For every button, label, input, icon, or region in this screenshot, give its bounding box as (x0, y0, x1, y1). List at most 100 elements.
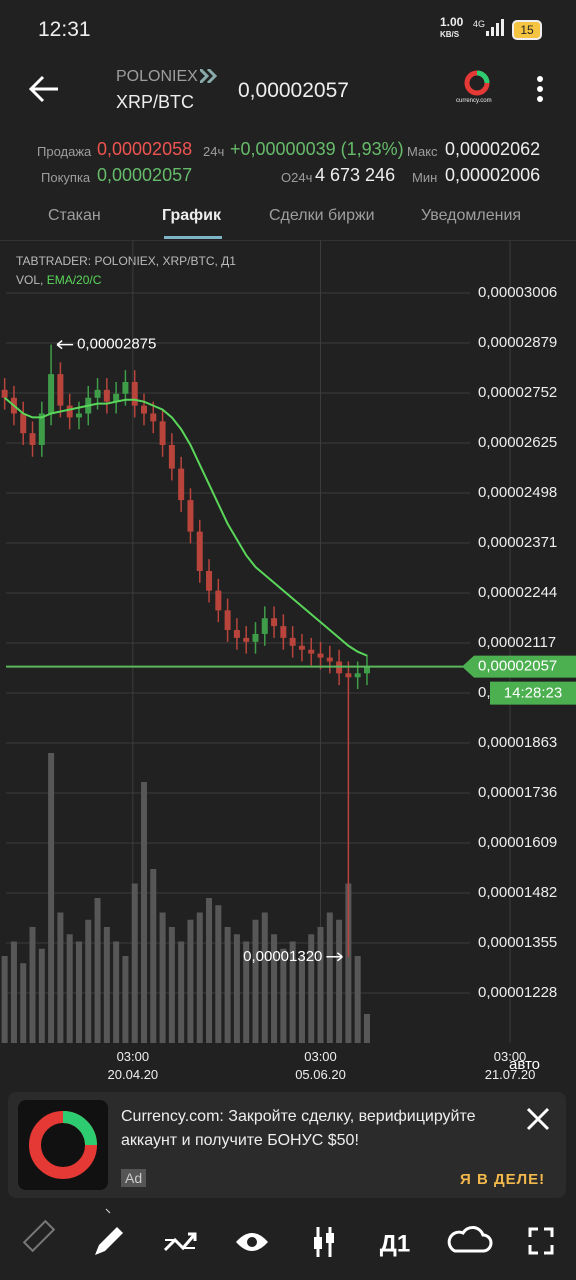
max: 0,00002062 (445, 139, 541, 159)
volume-bar (75, 941, 82, 1043)
candle-body (57, 374, 64, 406)
y-tick-label: 0,00002879 (478, 334, 557, 351)
toolbar (0, 1205, 576, 1280)
pair: XRP/BTC (116, 92, 195, 112)
candle-body (215, 590, 222, 611)
countdown-box (490, 681, 576, 705)
volume-bar (159, 912, 166, 1043)
volume-bar (94, 898, 101, 1043)
tab[interactable]: Уведомления (421, 207, 522, 224)
visibility-tool[interactable] (236, 1233, 268, 1251)
candle-body (48, 374, 55, 414)
auto-scale-button[interactable]: авто (509, 1056, 541, 1073)
divider (0, 240, 576, 241)
volume-bar (178, 941, 185, 1043)
volume-bar (187, 919, 194, 1043)
draw-tool[interactable] (95, 1208, 123, 1255)
candle-body (243, 637, 250, 642)
volume-bar (224, 927, 231, 1043)
x-tick-line: 21.07.20 (485, 1067, 536, 1082)
ad-logo (18, 1100, 108, 1190)
annotation: 0,00002875 (77, 336, 156, 353)
candle-body (224, 610, 231, 631)
legend: VOL, EMA/20/C (16, 273, 102, 287)
candle-body (206, 570, 213, 591)
logo-text: currency.com (456, 98, 492, 104)
ema-line (3, 396, 368, 657)
volume-bar (57, 912, 64, 1043)
candle-body (159, 421, 166, 445)
min: 0,00002006 (445, 165, 541, 185)
tab[interactable]: Сделки биржи (269, 207, 375, 224)
y-tick-label: 0,00002371 (478, 534, 557, 551)
y-tick-label: 0,00003006 (478, 284, 557, 301)
fullscreen-tool[interactable] (528, 1227, 554, 1255)
volume-bar (363, 1014, 370, 1043)
max-label: Макс (407, 144, 438, 159)
candle-body (38, 413, 45, 445)
candle-body (66, 405, 73, 418)
volume-bar (326, 912, 333, 1043)
volume-bar (20, 963, 27, 1043)
back-button[interactable] (28, 74, 62, 104)
tab[interactable]: Стакан (48, 207, 101, 224)
candle-body (233, 630, 240, 638)
volume-bar (289, 941, 296, 1043)
candle-body (308, 649, 315, 654)
y-tick-label: 0,00001609 (478, 834, 557, 851)
candle-body (113, 393, 120, 402)
candle-body (94, 389, 101, 398)
chart-type-tool[interactable] (314, 1227, 334, 1257)
header-price: 0,00002057 (238, 79, 349, 102)
current-price-box (462, 655, 576, 678)
volume-bar (354, 956, 361, 1043)
currency-logo[interactable] (460, 70, 494, 98)
candle-body (141, 405, 147, 414)
menu-button[interactable] (533, 74, 547, 106)
chart[interactable]: TABTRADER: POLONIEX, XRP/BTC, Д1 VOL, EM… (0, 240, 576, 1088)
volume-bar (206, 898, 213, 1043)
volume-bar (85, 919, 92, 1043)
net-speed-value: 1.00 (440, 15, 464, 29)
volume-bar (298, 956, 305, 1043)
y-tick-label: 0,00001482 (478, 884, 557, 901)
net-speed-unit: KB/S (440, 30, 460, 39)
y-tick-label: 0,00001228 (478, 984, 557, 1001)
battery: 15 (512, 20, 542, 40)
candle-body (20, 413, 27, 434)
volume-bar (308, 934, 315, 1043)
ad-close[interactable] (526, 1107, 550, 1131)
volume-bar (1, 956, 8, 1043)
ad-cta[interactable]: Я В ДЕЛЕ! (460, 1171, 546, 1188)
volume-bar (252, 919, 259, 1043)
volume-bar (280, 948, 287, 1043)
signal-icon (486, 19, 504, 36)
candle-body (168, 444, 175, 469)
volume-bar (317, 927, 324, 1043)
net-speed: 1.00 KB/S (440, 15, 464, 40)
buy-label: Покупка (41, 170, 91, 185)
y-tick-label: 0,00002498 (478, 484, 557, 501)
current-price-label: 0,00002057 (478, 658, 557, 675)
candle-body (317, 653, 324, 658)
volume-bar (336, 919, 343, 1043)
volume-bar (150, 869, 157, 1043)
volume-bar (215, 905, 222, 1043)
volume-bar (271, 934, 278, 1043)
tab-active[interactable]: График (162, 207, 221, 224)
candle-body (261, 618, 268, 634)
cloud-tool[interactable] (447, 1226, 493, 1253)
buy: 0,00002057 (97, 165, 193, 185)
volume-bar (141, 782, 147, 1043)
ad-badge: Ad (121, 1169, 147, 1187)
x-tick-line: 05.06.20 (295, 1067, 346, 1082)
candle-body (122, 382, 129, 394)
y-tick-label: 0,00002244 (478, 584, 557, 601)
timeframe-button[interactable]: Д1 (380, 1230, 410, 1257)
indicator-tool[interactable] (163, 1232, 197, 1252)
y-tick-label: 0,00002752 (478, 384, 557, 401)
legend-separator: , (40, 273, 47, 287)
ruler-tool[interactable] (22, 1219, 56, 1253)
